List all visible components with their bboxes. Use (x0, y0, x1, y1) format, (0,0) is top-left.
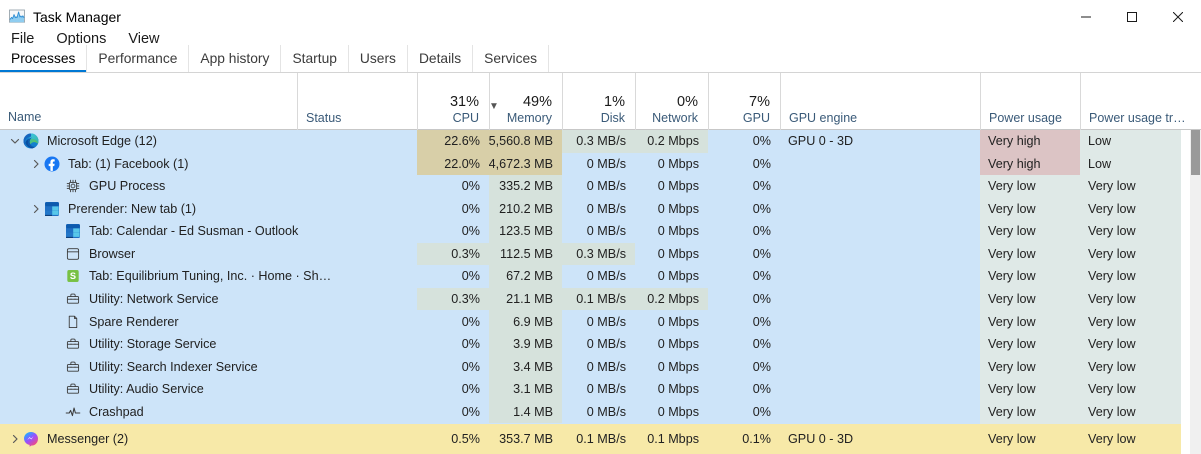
svg-text:S: S (70, 271, 76, 281)
